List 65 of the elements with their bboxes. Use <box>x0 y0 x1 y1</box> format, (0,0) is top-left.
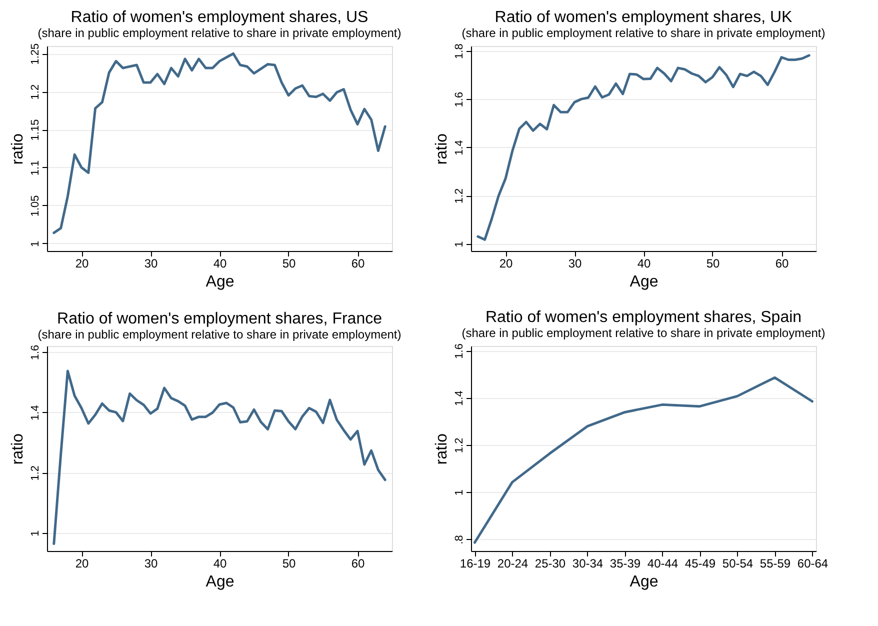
chart-subtitle: (share in public employment relative to share in private employment) <box>38 327 402 342</box>
x-tick-label: 50 <box>706 256 720 270</box>
chart-title: Ratio of women's employment shares, Spain <box>485 309 802 326</box>
line-series <box>476 54 810 241</box>
chart-title: Ratio of women's employment shares, US <box>70 8 368 26</box>
y-tick-label: 1.2 <box>30 465 42 481</box>
x-tick-label: 60 <box>351 256 365 270</box>
x-tick-label: 40 <box>213 556 227 570</box>
x-tick-label: 40 <box>213 256 227 270</box>
x-tick-label: 55-59 <box>760 556 791 570</box>
y-tick-label: 1.6 <box>454 92 466 108</box>
y-tick-label: 1 <box>30 240 42 247</box>
y-tick-label: 1.25 <box>30 43 42 65</box>
y-tick-label: 1 <box>454 241 466 248</box>
y-tick-label: 1.6 <box>30 344 42 360</box>
y-tick-label: 1.8 <box>454 44 466 59</box>
x-tick-label: 50 <box>282 556 296 570</box>
x-tick-label: 16-19 <box>460 556 491 570</box>
line-series <box>474 376 814 544</box>
y-tick-label: 1.15 <box>30 119 42 141</box>
x-tick-label: 50 <box>282 256 296 270</box>
y-tick-label: 1.1 <box>30 160 42 176</box>
y-tick-label: 1.4 <box>454 140 466 156</box>
y-tick-label: 1 <box>30 530 42 536</box>
x-tick-label: 20-24 <box>497 556 528 570</box>
chart-subtitle: (share in public employment relative to share in private employment) <box>462 326 826 340</box>
x-tick-label: 30 <box>144 256 158 270</box>
x-tick-label: 20 <box>499 256 513 270</box>
y-axis-title: ratio <box>434 133 450 165</box>
line-series <box>52 370 386 546</box>
chart-title: Ratio of women's employment shares, France <box>57 310 382 328</box>
y-axis-title: ratio <box>434 433 450 465</box>
x-tick-label: 60 <box>775 256 789 270</box>
x-tick-label: 45-49 <box>684 556 716 570</box>
chart-title: Ratio of women's employment shares, UK <box>494 9 793 26</box>
x-tick-label: 30 <box>144 556 158 570</box>
x-tick-label: 30 <box>568 256 582 270</box>
y-tick-label: 1.4 <box>454 390 466 406</box>
x-tick-label: 60 <box>351 556 365 570</box>
y-axis-title: ratio <box>10 133 26 165</box>
y-tick-label: 1 <box>454 490 466 496</box>
x-tick-label: 60-64 <box>797 556 828 570</box>
x-tick-label: 20 <box>75 256 89 270</box>
x-tick-label: 50-54 <box>722 556 754 570</box>
y-tick-label: .8 <box>454 535 466 544</box>
x-tick-label: 30-34 <box>572 556 604 570</box>
x-axis-title: Age <box>206 274 234 290</box>
x-axis-title: Age <box>630 574 658 590</box>
x-tick-label: 35-39 <box>610 556 641 570</box>
y-axis-title: ratio <box>10 433 26 465</box>
x-tick-label: 40 <box>637 256 651 270</box>
chart-subtitle: (share in public employment relative to share in private employment) <box>462 26 826 40</box>
x-tick-label: 20 <box>75 556 89 570</box>
y-tick-label: 1.2 <box>30 84 42 100</box>
x-tick-label: 25-30 <box>534 556 566 570</box>
y-tick-label: 1.2 <box>454 438 466 454</box>
y-tick-label: 1.4 <box>30 405 42 420</box>
x-axis-title: Age <box>206 574 234 590</box>
x-tick-label: 40-44 <box>647 556 678 570</box>
line-series <box>52 52 386 234</box>
y-tick-label: 1.2 <box>454 188 466 204</box>
y-tick-label: 1.05 <box>30 195 42 217</box>
y-tick-label: 1.6 <box>454 344 466 359</box>
chart-subtitle: (share in public employment relative to share in private employment) <box>38 26 402 40</box>
x-axis-title: Age <box>630 274 658 290</box>
